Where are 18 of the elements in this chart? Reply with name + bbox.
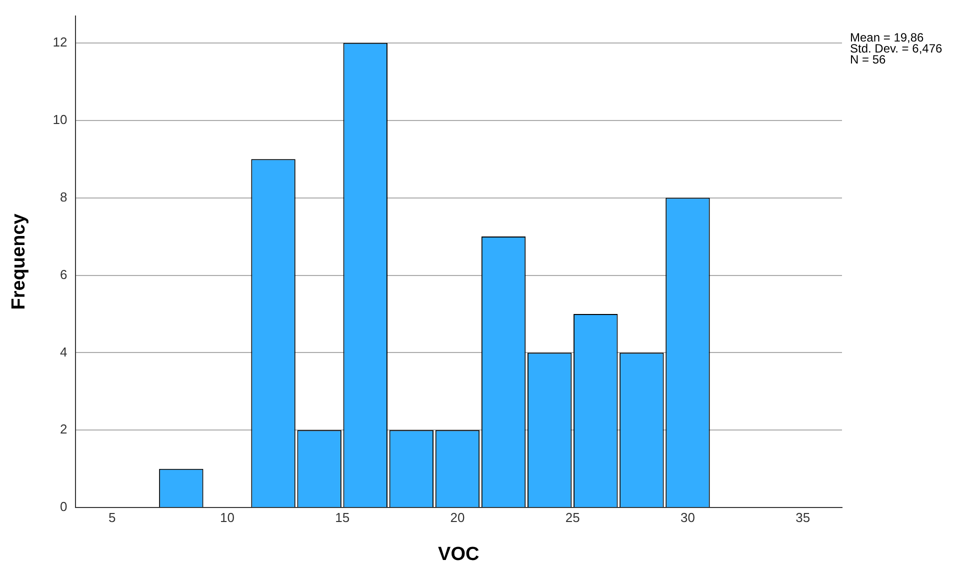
x-tick-label: 5 (108, 510, 116, 525)
y-tick-label: 2 (60, 422, 68, 437)
x-tick-label: 20 (450, 510, 465, 525)
y-tick-label: 12 (52, 34, 68, 50)
y-tick-label: 4 (60, 344, 68, 360)
x-tick-label: 25 (565, 510, 580, 525)
y-tick-label: 10 (52, 112, 68, 127)
text: N = 56 (850, 52, 886, 66)
x-tick-label: 10 (220, 510, 234, 525)
x-tick-label: 15 (335, 510, 350, 525)
x-axis-title: VOC (438, 544, 480, 565)
y-tick-label: 6 (60, 266, 68, 282)
text: Mean = 19,86 (850, 30, 924, 44)
x-tick-label: 30 (680, 510, 695, 525)
y-tick-label: 8 (60, 189, 68, 204)
y-axis-title: Frequency (8, 213, 30, 310)
y-tick-label: 0 (60, 499, 68, 514)
x-tick-label: 35 (796, 510, 810, 525)
